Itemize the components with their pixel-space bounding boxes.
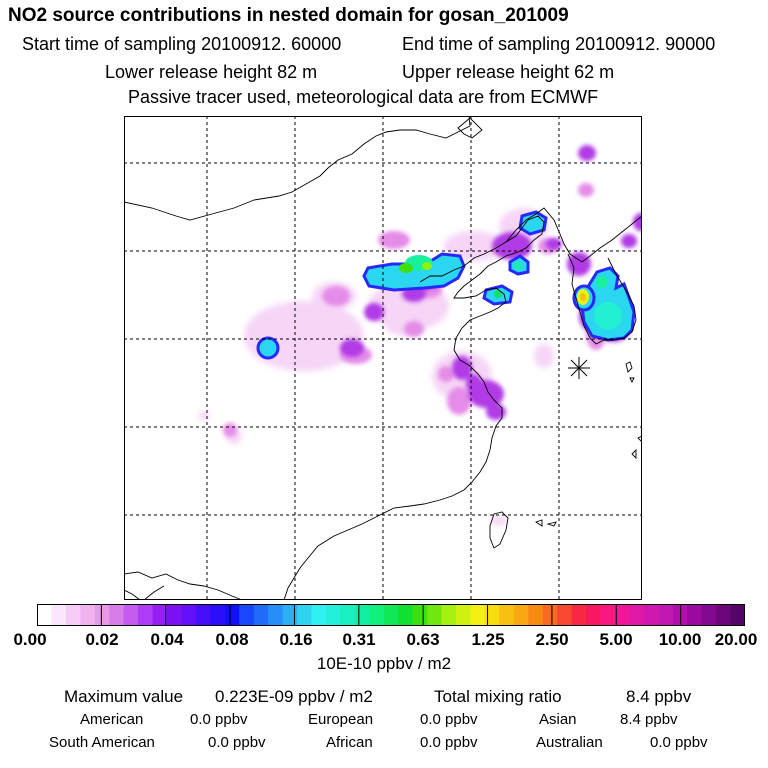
region-value: 0.0 ppbv xyxy=(208,734,266,751)
scale-color-cell xyxy=(195,604,211,626)
region-value: 0.0 ppbv xyxy=(650,734,708,751)
scale-color-cell xyxy=(109,604,125,626)
max-value-label: Maximum value xyxy=(64,687,184,706)
scale-color-cell xyxy=(701,604,717,626)
scale-color-cell xyxy=(80,604,96,626)
region-name: American xyxy=(80,711,144,728)
scale-color-cell xyxy=(311,604,327,626)
receptor-marker-icon xyxy=(568,357,590,379)
total-mixing-value: 8.4 ppbv xyxy=(626,687,692,706)
scale-color-cell xyxy=(643,604,659,626)
upper-release-height: Upper release height 62 m xyxy=(402,62,615,82)
region-name: Asian xyxy=(539,711,577,728)
scale-tick: 2.50 xyxy=(535,630,569,649)
scale-color-cell xyxy=(513,604,529,626)
scale-color-cell xyxy=(94,604,110,626)
scale-color-cell xyxy=(340,604,356,626)
scale-color-cell xyxy=(470,604,486,626)
scale-tick: 0.04 xyxy=(150,630,184,649)
scale-color-cell xyxy=(412,604,428,626)
total-mixing-label: Total mixing ratio xyxy=(434,687,562,706)
scale-color-cell xyxy=(325,604,342,626)
map-frame xyxy=(124,116,642,600)
scale-color-cell xyxy=(65,604,81,626)
scale-color-cell xyxy=(427,604,443,626)
scale-color-cell xyxy=(398,604,414,626)
scale-color-cell xyxy=(138,604,154,626)
scale-color-cell xyxy=(383,604,399,626)
scale-color-cell xyxy=(354,604,370,626)
scale-color-cell xyxy=(239,604,255,626)
scale-color-cell xyxy=(224,604,240,626)
region-value: 0.0 ppbv xyxy=(420,711,478,728)
scale-color-cell xyxy=(37,604,53,626)
source-contribution-map xyxy=(124,116,642,600)
scale-color-cell xyxy=(51,604,67,626)
scale-color-cell xyxy=(658,604,674,626)
scale-tick: 1.25 xyxy=(471,630,505,649)
region-name: African xyxy=(326,734,373,751)
region-name: South American xyxy=(49,734,155,751)
scale-tick: 0.02 xyxy=(85,630,119,649)
scale-color-cell xyxy=(600,604,616,626)
region-value: 0.0 ppbv xyxy=(420,734,478,751)
scale-tick: 0.31 xyxy=(342,630,376,649)
scale-color-cell xyxy=(716,604,732,626)
scale-color-cell xyxy=(499,604,515,626)
color-scale-bar xyxy=(37,604,745,626)
scale-color-cell xyxy=(586,604,602,626)
scale-color-cell xyxy=(268,604,284,626)
scale-color-cell xyxy=(456,604,472,626)
scale-color-cell xyxy=(557,604,573,626)
scale-color-cell xyxy=(542,604,558,626)
scale-tick: 10.00 xyxy=(658,630,702,649)
region-value: 0.0 ppbv xyxy=(190,711,248,728)
end-time: End time of sampling 20100912. 90000 xyxy=(402,34,716,54)
scale-tick: 0.00 xyxy=(13,630,47,649)
scale-unit: 10E-10 ppbv / m2 xyxy=(316,654,452,673)
coastlines xyxy=(124,116,642,600)
lat-lon-grid xyxy=(124,116,642,600)
scale-color-cell xyxy=(123,604,139,626)
scale-color-cell xyxy=(687,604,703,626)
scale-color-cell xyxy=(181,604,197,626)
scale-color-cell xyxy=(152,604,168,626)
lower-release-height: Lower release height 82 m xyxy=(105,62,318,82)
scale-tick: 0.63 xyxy=(406,630,440,649)
scale-color-cell xyxy=(253,604,269,626)
scale-color-cell xyxy=(528,604,544,626)
tracer-note: Passive tracer used, meteorological data… xyxy=(128,87,599,107)
scale-tick: 0.08 xyxy=(215,630,249,649)
scale-color-cell xyxy=(571,604,587,626)
scale-color-cell xyxy=(167,604,183,626)
map-title: NO2 source contributions in nested domai… xyxy=(8,5,569,26)
max-value: 0.223E-09 ppbv / m2 xyxy=(215,687,373,706)
scale-tick: 0.16 xyxy=(279,630,313,649)
scale-color-cell xyxy=(282,604,298,626)
scale-color-cell xyxy=(484,604,500,626)
scale-color-cell xyxy=(629,604,645,626)
region-name: European xyxy=(308,711,374,728)
start-time: Start time of sampling 20100912. 60000 xyxy=(22,34,342,54)
scale-color-cell xyxy=(369,604,385,626)
scale-tick: 5.00 xyxy=(599,630,633,649)
region-value: 8.4 ppbv xyxy=(620,711,678,728)
scale-color-cell xyxy=(297,604,313,626)
scale-color-cell xyxy=(210,604,226,626)
scale-color-cell xyxy=(730,604,745,626)
scale-tick: 20.00 xyxy=(714,630,758,649)
scale-color-cell xyxy=(614,604,631,626)
scale-color-cell xyxy=(441,604,457,626)
region-name: Australian xyxy=(536,734,603,751)
